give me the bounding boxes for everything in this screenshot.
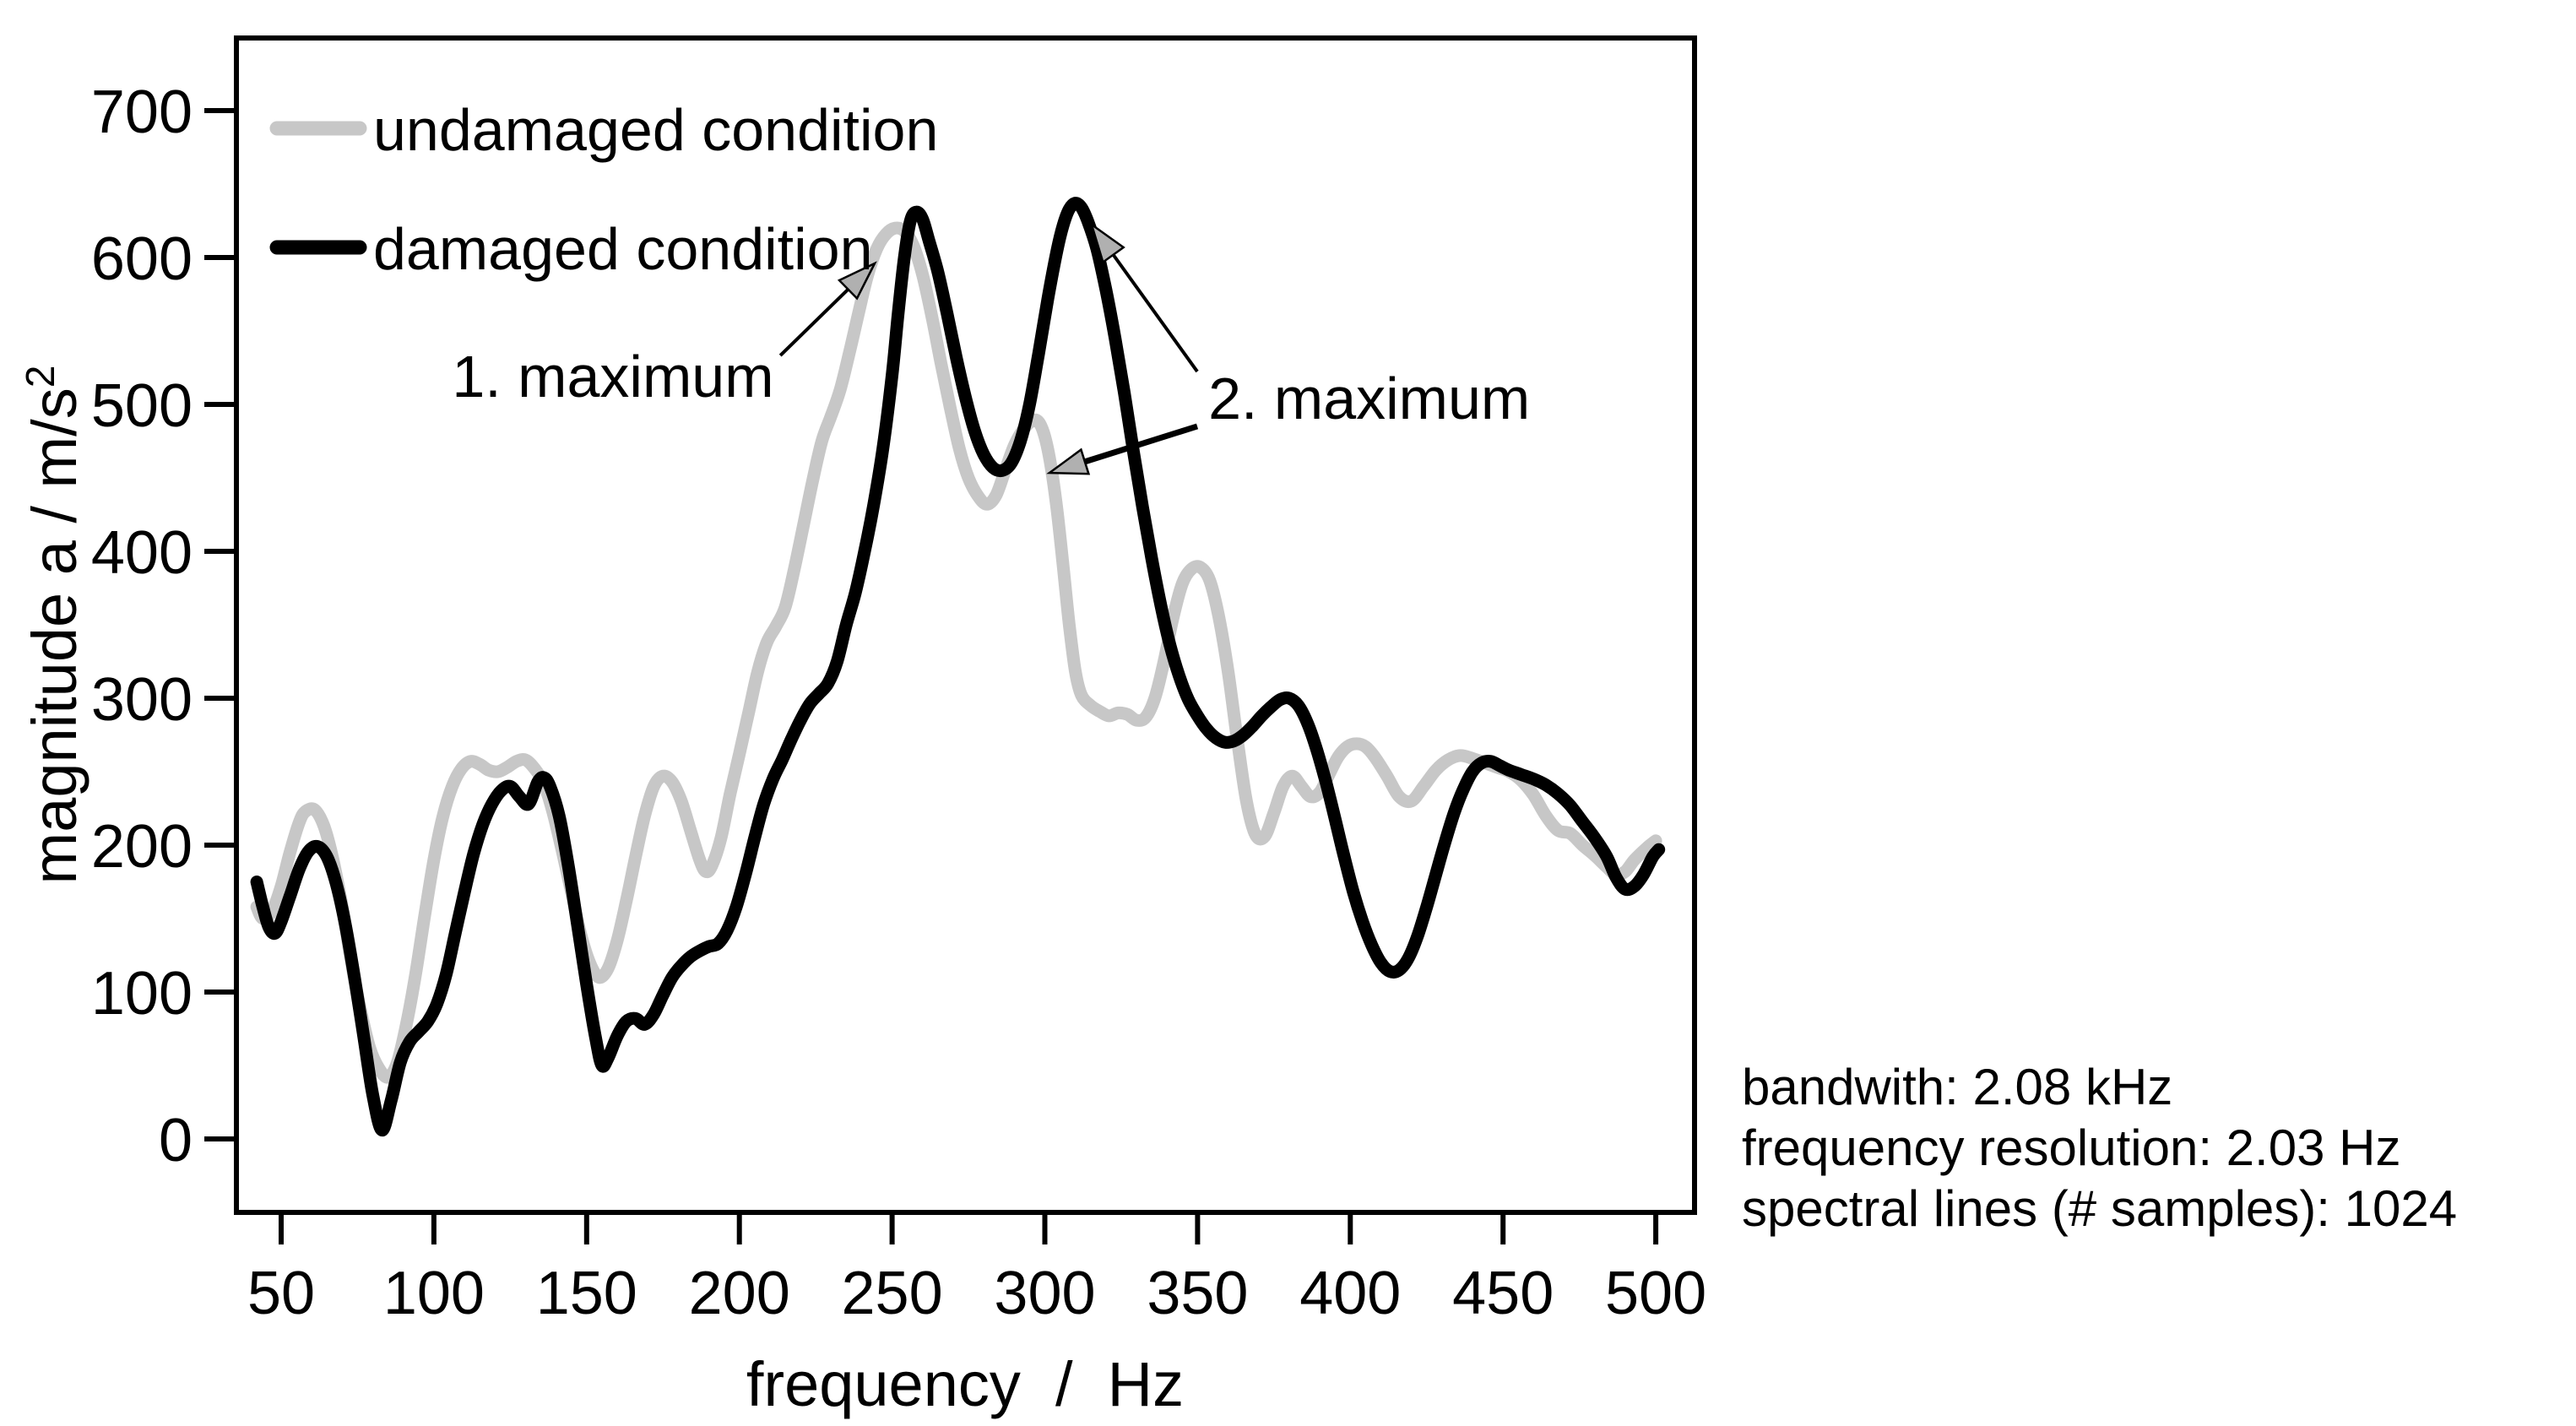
annotation-label-2: 2. maximum (1208, 366, 1530, 431)
y-tick-label: 0 (159, 1107, 193, 1174)
annotation-arrowhead (1046, 447, 1091, 475)
x-tick-label: 350 (1147, 1260, 1248, 1327)
y-tick-label: 100 (91, 960, 193, 1027)
annotation-arrow-line (778, 288, 849, 357)
legend-label-undamaged: undamaged condition (373, 97, 938, 163)
plot-border (234, 35, 1697, 1215)
y-tick-label: 400 (91, 519, 193, 587)
legend-label-damaged: damaged condition (373, 216, 873, 282)
x-tick-label: 200 (689, 1260, 790, 1327)
x-tick-label: 150 (536, 1260, 637, 1327)
y-axis-ticks: 0 100 200 300 400 500 600 700 (91, 79, 236, 1174)
y-tick-label: 300 (91, 666, 193, 734)
measurement-info-line: spectral lines (# samples): 1024 (1742, 1180, 2458, 1237)
y-tick-label: 700 (91, 79, 193, 146)
measurement-info-line: frequency resolution: 2.03 Hz (1742, 1120, 2401, 1176)
annotation-arrowhead (1089, 221, 1125, 264)
y-axis-label-superscript: 2 (19, 366, 63, 388)
y-tick-label: 600 (91, 225, 193, 293)
y-tick-label: 500 (91, 372, 193, 440)
annotation-arrow-line (1111, 253, 1199, 373)
x-tick-label: 100 (383, 1260, 485, 1327)
legend: undamaged condition damaged condition (269, 97, 938, 282)
x-tick-label: 300 (994, 1260, 1095, 1327)
spectrum-curves (250, 197, 1666, 1137)
annotation-label-1: 1. maximum (452, 344, 773, 409)
annotations: 1. maximum 2. maximum (452, 221, 1530, 475)
x-tick-label: 450 (1452, 1260, 1554, 1327)
measurement-info-line: bandwith: 2.08 kHz (1742, 1059, 2173, 1115)
x-axis-ticks: 50 100 150 200 250 300 350 400 450 500 (247, 1212, 1706, 1327)
x-tick-label: 500 (1605, 1260, 1706, 1327)
annotation-arrowhead (837, 261, 877, 301)
curve-undamaged-condition (250, 221, 1662, 1084)
x-tick-label: 250 (842, 1260, 943, 1327)
y-axis-label-main: magnitude a / m/s (19, 388, 89, 884)
x-tick-label: 50 (247, 1260, 315, 1327)
y-axis-label: magnitude a / m/s2 (19, 366, 89, 885)
curve-damaged-condition (250, 197, 1666, 1137)
measurement-info: bandwith: 2.08 kHz frequency resolution:… (1742, 1057, 2457, 1239)
x-axis-label: frequency / Hz (746, 1349, 1184, 1419)
y-tick-label: 200 (91, 813, 193, 881)
annotation-arrow-line (1083, 423, 1199, 465)
x-tick-label: 400 (1299, 1260, 1401, 1327)
